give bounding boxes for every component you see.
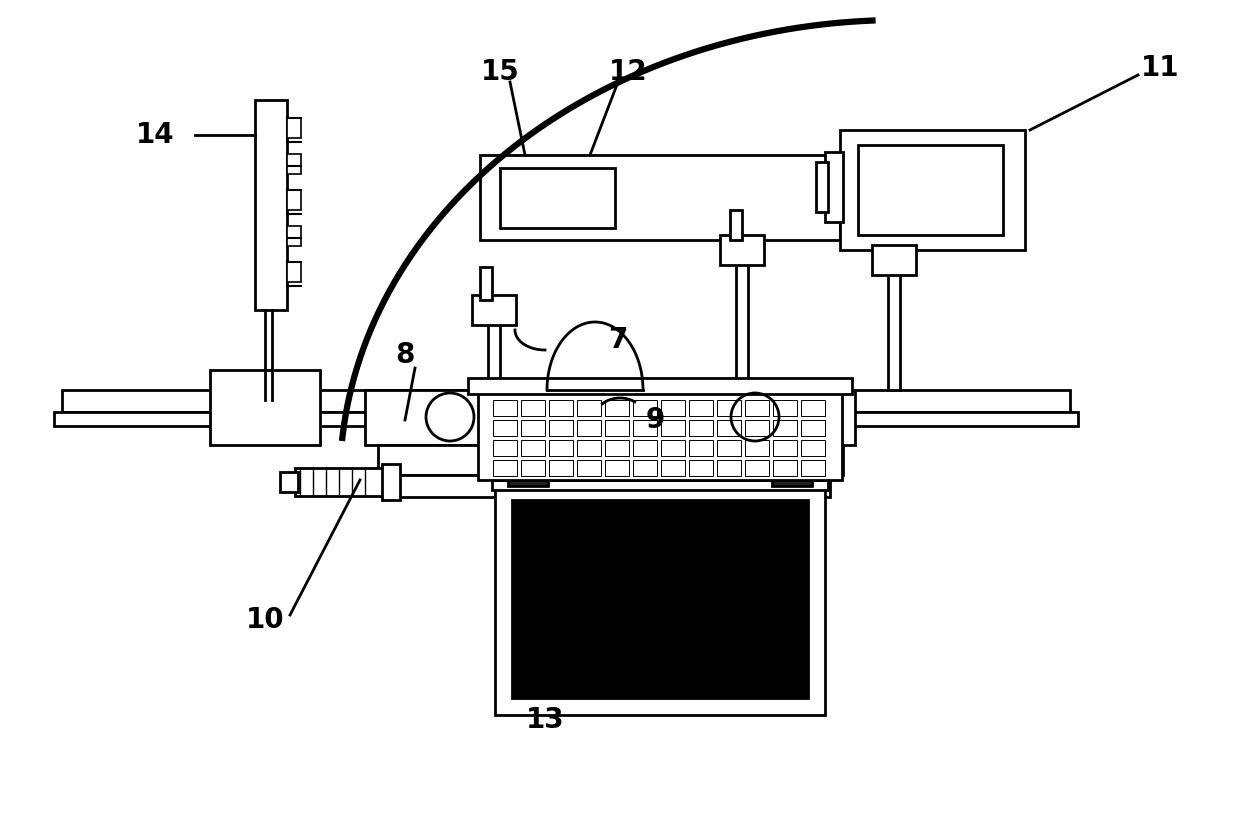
Bar (488, 300, 501, 475)
Bar (660, 400, 685, 416)
Bar (680, 475, 830, 497)
Bar (800, 420, 825, 436)
Bar (730, 210, 742, 240)
Bar (62, 390, 1070, 412)
Text: 9: 9 (646, 406, 664, 434)
Bar (496, 485, 825, 715)
Bar (468, 378, 852, 394)
Bar (736, 240, 748, 390)
Bar (605, 440, 629, 456)
Bar (717, 440, 741, 456)
Bar (605, 420, 629, 436)
Bar (660, 440, 685, 456)
Bar (287, 190, 301, 210)
Bar (800, 440, 825, 456)
Text: 10: 10 (245, 606, 284, 634)
Text: 12: 12 (608, 58, 647, 86)
Bar (717, 420, 741, 436)
Bar (689, 400, 712, 416)
Bar (577, 420, 601, 436)
Bar (549, 440, 572, 456)
Bar (689, 440, 712, 456)
Bar (745, 440, 769, 456)
Bar (255, 100, 287, 310)
Bar (287, 118, 301, 138)
Bar (633, 420, 657, 436)
Bar (522, 400, 545, 416)
Bar (378, 445, 522, 475)
Bar (385, 475, 515, 497)
Bar (660, 460, 685, 476)
Bar (479, 267, 492, 300)
Bar (800, 460, 825, 476)
Text: 13: 13 (525, 706, 564, 734)
Bar (825, 152, 843, 222)
Bar (522, 460, 545, 476)
Bar (522, 420, 545, 436)
Bar (549, 420, 572, 436)
Bar (633, 460, 657, 476)
Bar (668, 445, 843, 475)
Bar (577, 440, 601, 456)
Bar (549, 400, 572, 416)
Bar (872, 245, 916, 275)
Bar (287, 154, 301, 174)
Bar (717, 400, 741, 416)
Bar (493, 420, 517, 436)
Bar (501, 168, 615, 228)
Bar (549, 460, 572, 476)
Bar (689, 460, 712, 476)
Bar (773, 400, 797, 416)
Text: 11: 11 (1141, 54, 1180, 82)
Bar (633, 400, 657, 416)
Bar (522, 440, 545, 456)
Bar (287, 262, 301, 282)
Bar (492, 480, 828, 490)
Bar (577, 460, 601, 476)
Text: 15: 15 (481, 58, 519, 86)
Bar (888, 250, 900, 390)
Bar (857, 145, 1004, 235)
Bar (472, 295, 515, 325)
Bar (717, 460, 741, 476)
Bar (660, 420, 685, 436)
Bar (55, 412, 1078, 426)
Text: 7: 7 (608, 326, 628, 354)
Bar (773, 460, 797, 476)
Bar (773, 440, 797, 456)
Bar (605, 460, 629, 476)
Bar (287, 226, 301, 246)
Bar (605, 400, 629, 416)
Bar (817, 162, 828, 212)
Bar (840, 130, 1025, 250)
Bar (493, 440, 517, 456)
Bar (800, 400, 825, 416)
Text: 8: 8 (395, 341, 415, 369)
Text: 14: 14 (136, 121, 175, 149)
Bar (493, 400, 517, 416)
Bar (512, 500, 808, 698)
Bar (478, 390, 843, 480)
Bar (295, 468, 385, 496)
Bar (493, 460, 517, 476)
Bar (366, 390, 535, 445)
Bar (382, 464, 400, 500)
Bar (280, 472, 299, 492)
Bar (720, 235, 764, 265)
Bar (633, 440, 657, 456)
Bar (689, 420, 712, 436)
Bar (577, 400, 601, 416)
Bar (508, 472, 548, 486)
Bar (655, 390, 855, 445)
Bar (772, 472, 812, 486)
Bar (745, 460, 769, 476)
Bar (209, 370, 320, 445)
Bar (745, 400, 769, 416)
Bar (773, 420, 797, 436)
Bar (745, 420, 769, 436)
Bar (479, 155, 840, 240)
